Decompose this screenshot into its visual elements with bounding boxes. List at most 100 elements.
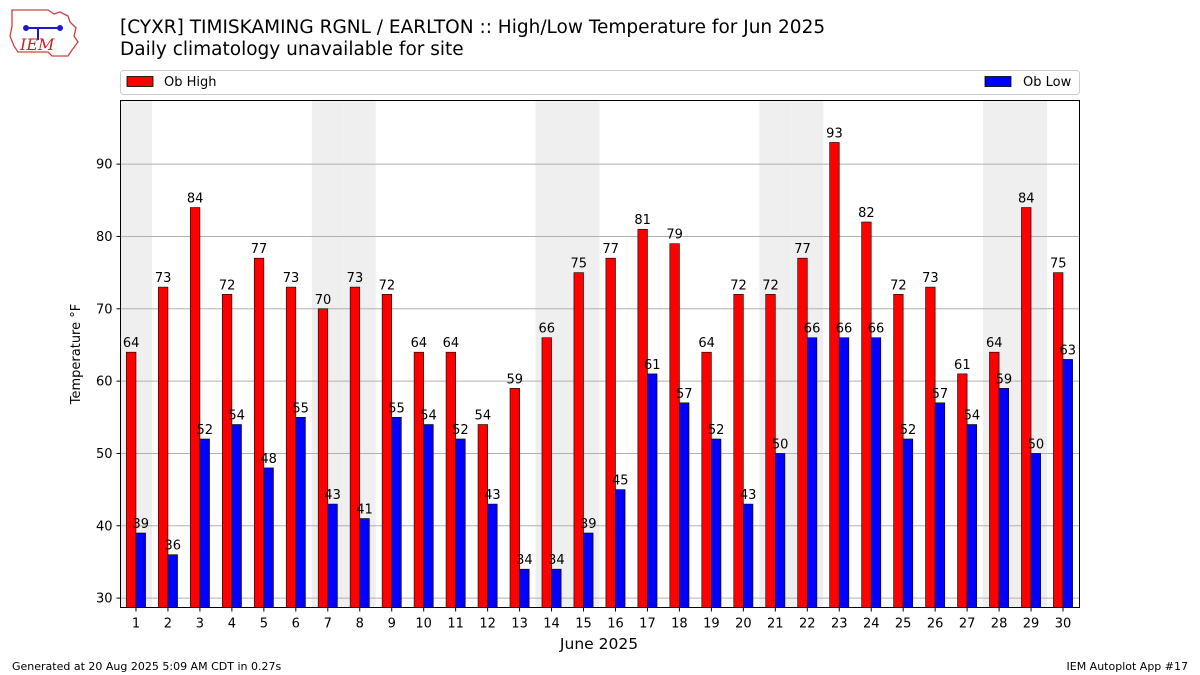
bar-low: [615, 489, 626, 608]
bar-label-low: 39: [133, 517, 150, 532]
bar-high: [381, 294, 393, 608]
x-tick-label: 6: [292, 617, 300, 632]
bar-low: [135, 532, 146, 608]
bar-label-high: 64: [698, 336, 715, 351]
x-tick-label: 27: [959, 617, 976, 632]
bar-low: [167, 554, 178, 608]
bar-low: [327, 503, 338, 608]
bar-label-low: 39: [580, 517, 597, 532]
app-credit: IEM Autoplot App #17: [1066, 660, 1189, 673]
legend-swatch-high: [126, 76, 154, 87]
bar-low: [838, 337, 850, 608]
bar-label-low: 43: [484, 488, 501, 503]
bar-low: [966, 424, 978, 608]
y-axis-label: Temperature °F: [69, 304, 84, 405]
bar-label-low: 45: [612, 474, 629, 489]
bar-label-high: 72: [219, 278, 236, 293]
x-tick-label: 11: [447, 617, 464, 632]
bar-low: [199, 438, 210, 608]
chart-subtitle: Daily climatology unavailable for site: [120, 39, 464, 60]
bar-label-high: 77: [794, 242, 811, 257]
legend-label-low: Ob Low: [1023, 75, 1072, 90]
y-tick-label: 40: [96, 519, 113, 534]
x-tick-label: 30: [1055, 617, 1072, 632]
x-tick-label: 20: [735, 617, 752, 632]
bar-high: [1021, 207, 1032, 608]
bar-low: [1062, 359, 1073, 608]
bar-label-low: 52: [708, 423, 725, 438]
x-tick-label: 10: [415, 617, 432, 632]
x-tick-label: 24: [863, 617, 880, 632]
bar-label-high: 73: [155, 271, 172, 286]
bar-low: [711, 438, 722, 608]
bar-label-high: 64: [411, 336, 428, 351]
bar-high: [637, 228, 648, 608]
bar-low: [295, 416, 306, 608]
bar-low: [1030, 453, 1041, 608]
bar-high: [349, 286, 361, 608]
legend-swatch-low: [984, 76, 1012, 87]
bar-low: [743, 503, 754, 608]
bar-label-low: 43: [740, 488, 757, 503]
y-tick-label: 50: [96, 447, 113, 462]
y-tick-label: 60: [96, 375, 113, 390]
y-tick-label: 90: [96, 158, 113, 173]
bar-label-high: 72: [730, 278, 747, 293]
bar-high: [797, 257, 808, 608]
x-tick-label: 26: [927, 617, 944, 632]
bar-high: [925, 286, 936, 608]
chart-title: [CYXR] TIMISKAMING RGNL / EARLTON :: Hig…: [120, 17, 826, 38]
bar-low: [870, 337, 882, 608]
bar-label-high: 79: [666, 228, 683, 243]
bar-label-low: 66: [868, 322, 885, 337]
x-tick-label: 21: [767, 617, 784, 632]
x-tick-label: 16: [607, 617, 624, 632]
bar-label-low: 57: [676, 387, 693, 402]
bar-high: [126, 351, 137, 608]
bar-label-low: 52: [900, 423, 917, 438]
x-tick-label: 8: [356, 617, 364, 632]
bar-label-low: 52: [452, 423, 469, 438]
x-tick-label: 3: [196, 617, 204, 632]
bar-label-high: 75: [570, 257, 587, 272]
bar-high: [221, 294, 233, 608]
bar-high: [413, 351, 424, 608]
bar-label-high: 73: [922, 271, 939, 286]
bar-label-low: 34: [516, 553, 533, 568]
iem-logo: IEM: [9, 9, 79, 57]
x-tick-label: 18: [671, 617, 688, 632]
x-tick-label: 9: [388, 617, 396, 632]
bar-label-low: 63: [1060, 343, 1077, 358]
bar-label-high: 54: [475, 409, 492, 424]
bar-high: [861, 221, 872, 608]
bar-high: [477, 424, 488, 608]
y-tick-label: 30: [96, 592, 113, 607]
bar-label-low: 55: [388, 401, 405, 416]
x-tick-label: 2: [164, 617, 172, 632]
plot-frame: [120, 100, 1080, 608]
bar-label-high: 73: [347, 271, 364, 286]
bar-label-low: 50: [1028, 437, 1045, 452]
bar-label-high: 72: [762, 278, 779, 293]
x-tick-label: 4: [228, 617, 236, 632]
bar-label-high: 77: [602, 242, 619, 257]
legend-label-high: Ob High: [164, 75, 217, 90]
bar-low: [551, 568, 562, 608]
bar-high: [285, 286, 297, 608]
bar-high: [701, 351, 712, 608]
bar-high: [509, 388, 520, 608]
bar-low: [263, 467, 274, 608]
bar-low: [583, 532, 594, 608]
bar-label-high: 64: [123, 336, 140, 351]
bar-low: [391, 416, 402, 608]
bar-low: [998, 388, 1009, 608]
bar-label-high: 70: [315, 293, 332, 308]
bar-low: [934, 402, 946, 608]
bar-label-low: 36: [164, 539, 181, 554]
x-tick-label: 17: [639, 617, 656, 632]
bar-label-low: 61: [644, 358, 661, 373]
bar-label-high: 61: [954, 358, 971, 373]
bar-low: [423, 424, 434, 608]
bar-label-low: 66: [804, 322, 821, 337]
